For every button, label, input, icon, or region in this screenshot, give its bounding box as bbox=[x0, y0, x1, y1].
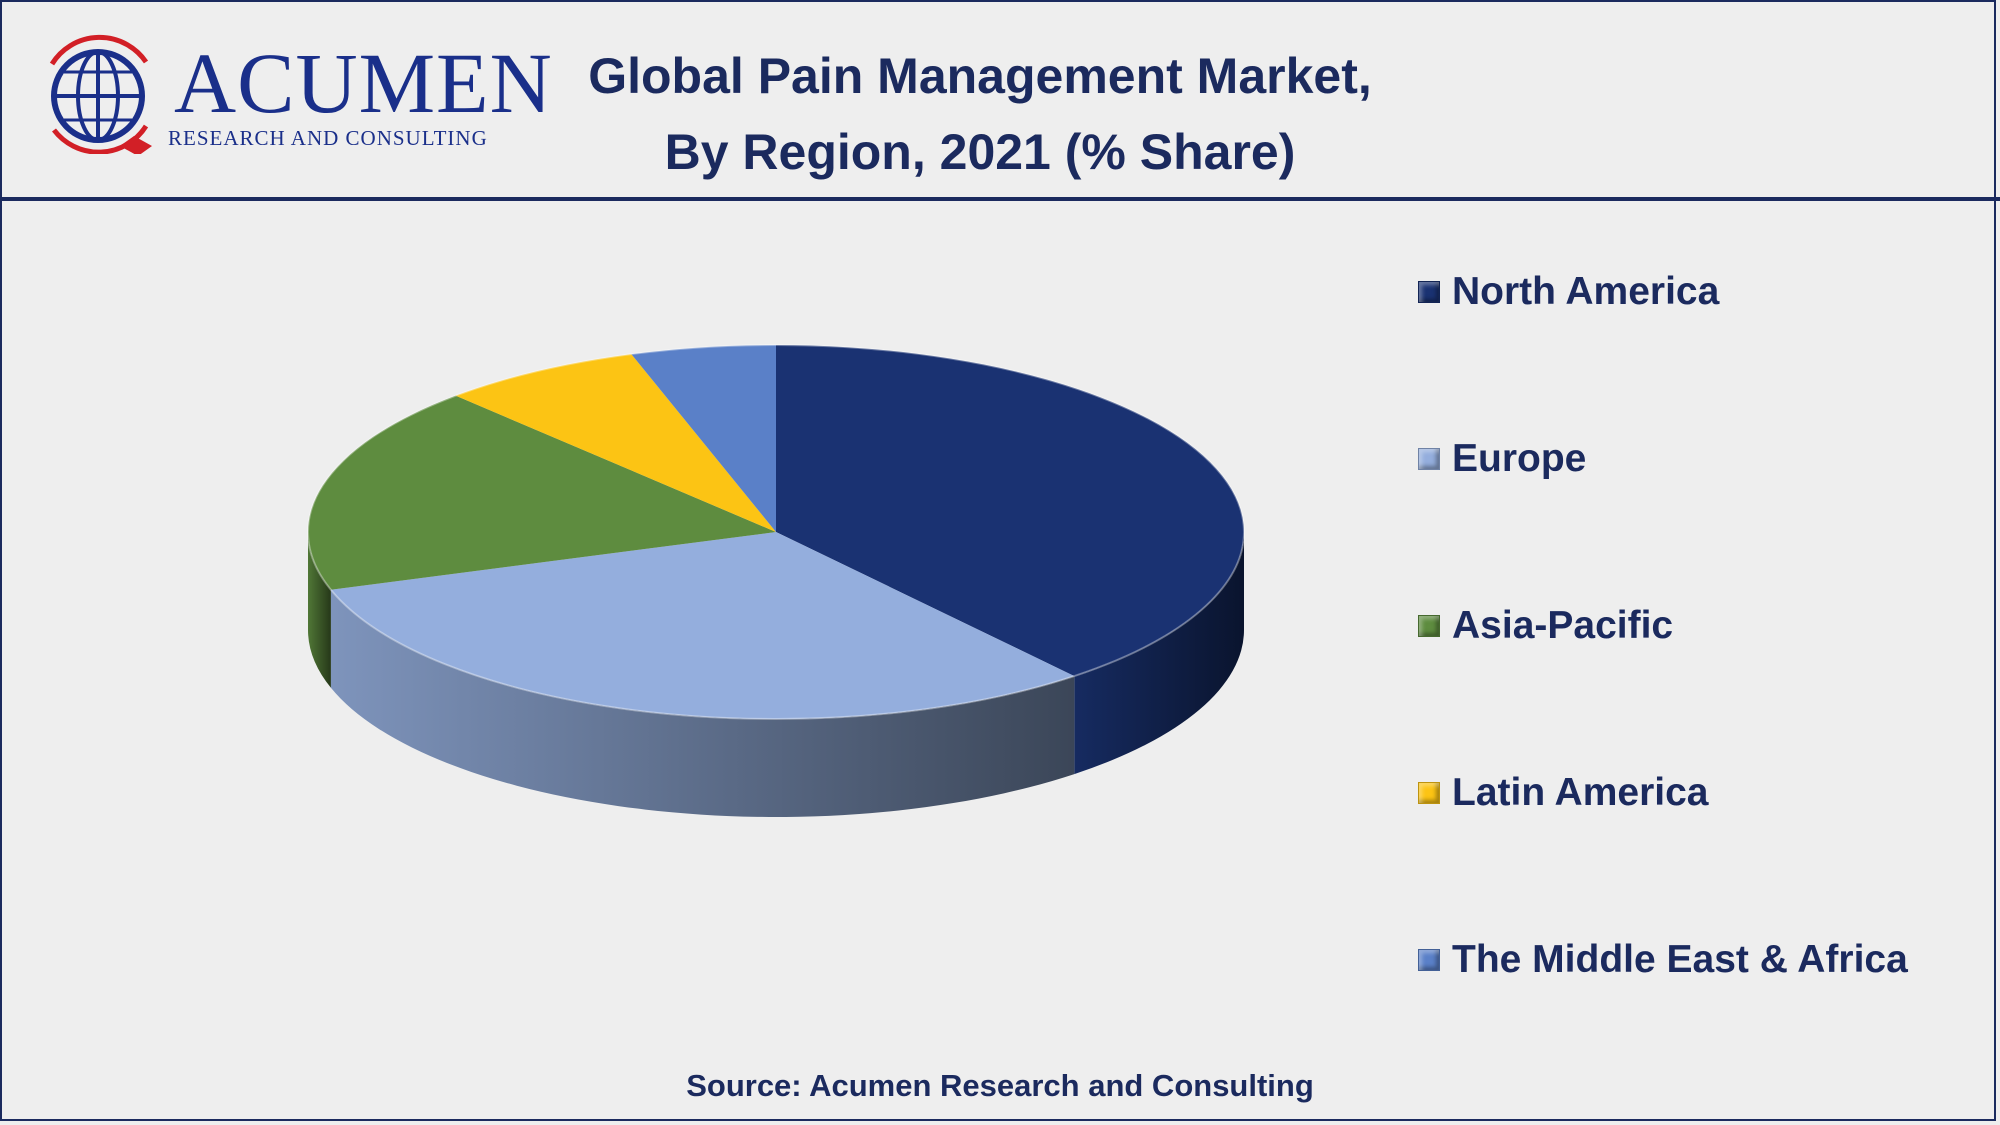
globe-icon bbox=[49, 34, 152, 156]
legend-label: North America bbox=[1452, 270, 1720, 313]
pie-chart bbox=[307, 344, 1245, 817]
pie-sides bbox=[308, 532, 1244, 817]
legend-label: The Middle East & Africa bbox=[1452, 938, 1908, 981]
pie-side-asia-pacific bbox=[308, 532, 331, 688]
legend-item-the-middle-east-africa: The Middle East & Africa bbox=[1418, 938, 1978, 982]
legend-item-latin-america: Latin America bbox=[1418, 771, 1978, 815]
pie-slice-asia-pacific[interactable] bbox=[308, 395, 776, 590]
chart-title-line2: By Region, 2021 (% Share) bbox=[664, 124, 1296, 180]
logo-subtitle: RESEARCH AND CONSULTING bbox=[168, 126, 488, 150]
pie-slices bbox=[308, 345, 1244, 719]
source-note: Source: Acumen Research and Consulting bbox=[686, 1068, 1314, 1103]
acumen-logo: ACUMEN RESEARCH AND CONSULTING bbox=[34, 34, 552, 156]
chart-title-line1: Global Pain Management Market, bbox=[588, 48, 1372, 104]
legend-swatch bbox=[1418, 448, 1440, 470]
legend-item-europe: Europe bbox=[1418, 437, 1978, 481]
header-divider bbox=[0, 197, 2000, 201]
pie-side-europe bbox=[330, 589, 1075, 817]
pie-slice-europe[interactable] bbox=[330, 532, 1075, 719]
pie-slice-north-america[interactable] bbox=[776, 345, 1244, 677]
legend-swatch bbox=[1418, 281, 1440, 303]
pie-slice-the-middle-east-africa[interactable] bbox=[631, 345, 776, 532]
pie-rim-highlight bbox=[307, 344, 1245, 720]
legend-label: Asia-Pacific bbox=[1452, 604, 1674, 647]
pie-slice-latin-america[interactable] bbox=[455, 354, 776, 532]
legend-label: Latin America bbox=[1452, 771, 1709, 814]
legend-item-asia-pacific: Asia-Pacific bbox=[1418, 604, 1978, 648]
legend-swatch bbox=[1418, 949, 1440, 971]
legend-item-north-america: North America bbox=[1418, 270, 1978, 314]
pie-side-north-america bbox=[1074, 532, 1244, 775]
logo-wordmark: ACUMEN bbox=[174, 35, 553, 131]
legend-swatch bbox=[1418, 615, 1440, 637]
legend-label: Europe bbox=[1452, 437, 1587, 480]
legend-swatch bbox=[1418, 782, 1440, 804]
chart-title: Global Pain Management Market, By Region… bbox=[480, 38, 1480, 190]
